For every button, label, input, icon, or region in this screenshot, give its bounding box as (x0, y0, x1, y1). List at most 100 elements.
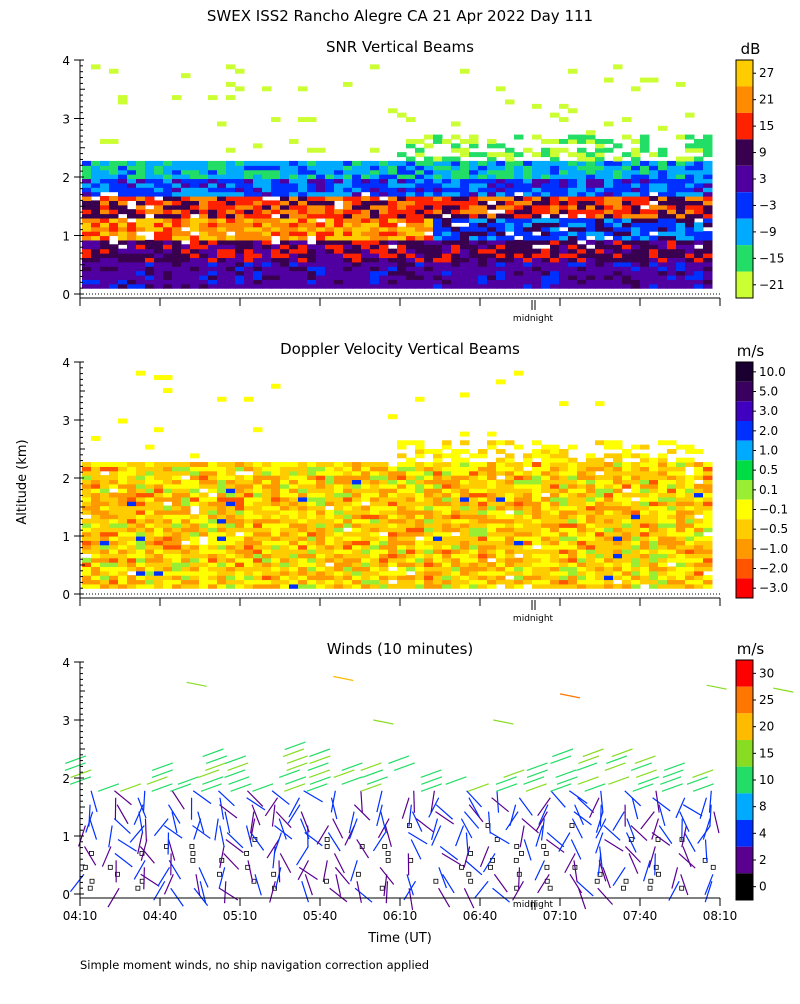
heatmap-cell (118, 471, 128, 476)
heatmap-cell (397, 187, 407, 192)
heatmap-cell (613, 506, 623, 511)
heatmap-cell (586, 514, 596, 519)
heatmap-cell (550, 580, 560, 585)
heatmap-cell (514, 178, 524, 183)
heatmap-cell (280, 279, 290, 284)
y-tick-label: 2 (62, 772, 70, 786)
heatmap-cell (649, 584, 659, 589)
heatmap-cell (469, 545, 479, 550)
heatmap-cell (325, 479, 335, 484)
heatmap-cell (460, 231, 470, 236)
heatmap-cell (586, 152, 596, 157)
heatmap-cell (235, 209, 245, 214)
heatmap-cell (496, 506, 506, 511)
heatmap-cell (154, 575, 164, 580)
heatmap-cell (262, 566, 272, 571)
heatmap-cell (505, 453, 515, 458)
heatmap-cell (298, 183, 308, 188)
heatmap-cell (334, 227, 344, 232)
heatmap-cell (289, 262, 299, 267)
heatmap-cell (451, 174, 461, 179)
x-tick-label: 08:10 (703, 909, 738, 923)
wind-barb (225, 812, 230, 834)
wind-barb (527, 770, 548, 778)
heatmap-cell (685, 148, 695, 153)
heatmap-cell (442, 566, 452, 571)
heatmap-cell (604, 183, 614, 188)
heatmap-cell (235, 575, 245, 580)
heatmap-cell (244, 196, 254, 201)
heatmap-cell (154, 227, 164, 232)
heatmap-cell (568, 152, 578, 157)
heatmap-cell (181, 571, 191, 576)
heatmap-cell (190, 532, 200, 537)
heatmap-cell (478, 214, 488, 219)
heatmap-cell (586, 519, 596, 524)
heatmap-cell (451, 275, 461, 280)
heatmap-cell (658, 466, 668, 471)
wind-barb (297, 846, 309, 865)
heatmap-cell (460, 240, 470, 245)
heatmap-cell (190, 514, 200, 519)
heatmap-cell (433, 449, 443, 454)
heatmap-cell (253, 279, 263, 284)
wind-barb (560, 694, 580, 698)
heatmap-cell (352, 466, 362, 471)
heatmap-cell (406, 466, 416, 471)
heatmap-cell (280, 479, 290, 484)
heatmap-cell (361, 262, 371, 267)
heatmap-cell (208, 584, 218, 589)
colorbar-label: 27 (759, 66, 774, 80)
heatmap-cell (343, 279, 353, 284)
heatmap-cell (667, 545, 677, 550)
heatmap-cell (316, 279, 326, 284)
heatmap-cell (505, 165, 515, 170)
heatmap-cell (127, 558, 137, 563)
heatmap-cell (172, 161, 182, 166)
wind-barb (357, 881, 361, 903)
heatmap-cell (541, 152, 551, 157)
heatmap-cell (163, 549, 173, 554)
heatmap-cell (433, 266, 443, 271)
wind-barb (421, 777, 442, 785)
heatmap-cell (514, 532, 524, 537)
heatmap-cell (82, 170, 92, 175)
heatmap-cell (298, 205, 308, 210)
heatmap-cell (91, 462, 101, 467)
heatmap-cell (397, 275, 407, 280)
heatmap-cell (352, 187, 362, 192)
wind-barb (513, 881, 524, 900)
heatmap-cell (586, 553, 596, 558)
heatmap-cell (541, 165, 551, 170)
heatmap-cell (118, 161, 128, 166)
heatmap-cell (586, 253, 596, 258)
heatmap-cell (289, 471, 299, 476)
heatmap-cell (235, 165, 245, 170)
heatmap-cell (208, 170, 218, 175)
heatmap-cell (415, 218, 425, 223)
heatmap-cell (559, 209, 569, 214)
heatmap-cell (622, 200, 632, 205)
heatmap-cell (262, 523, 272, 528)
heatmap-cell (280, 558, 290, 563)
heatmap-cell (595, 566, 605, 571)
heatmap-cell (676, 497, 686, 502)
heatmap-cell (433, 558, 443, 563)
heatmap-cell (379, 462, 389, 467)
heatmap-cell (559, 545, 569, 550)
heatmap-cell (631, 493, 641, 498)
heatmap-cell (334, 497, 344, 502)
heatmap-cell (640, 484, 650, 489)
heatmap-cell (100, 236, 110, 241)
heatmap-cell (397, 165, 407, 170)
heatmap-cell (703, 501, 713, 506)
heatmap-cell (217, 510, 227, 515)
heatmap-cell (649, 514, 659, 519)
heatmap-cell (577, 575, 587, 580)
heatmap-cell (559, 584, 569, 589)
heatmap-cell (469, 453, 479, 458)
heatmap-cell (298, 488, 308, 493)
heatmap-cell (406, 462, 416, 467)
heatmap-cell (388, 205, 398, 210)
heatmap-cell (82, 540, 92, 545)
